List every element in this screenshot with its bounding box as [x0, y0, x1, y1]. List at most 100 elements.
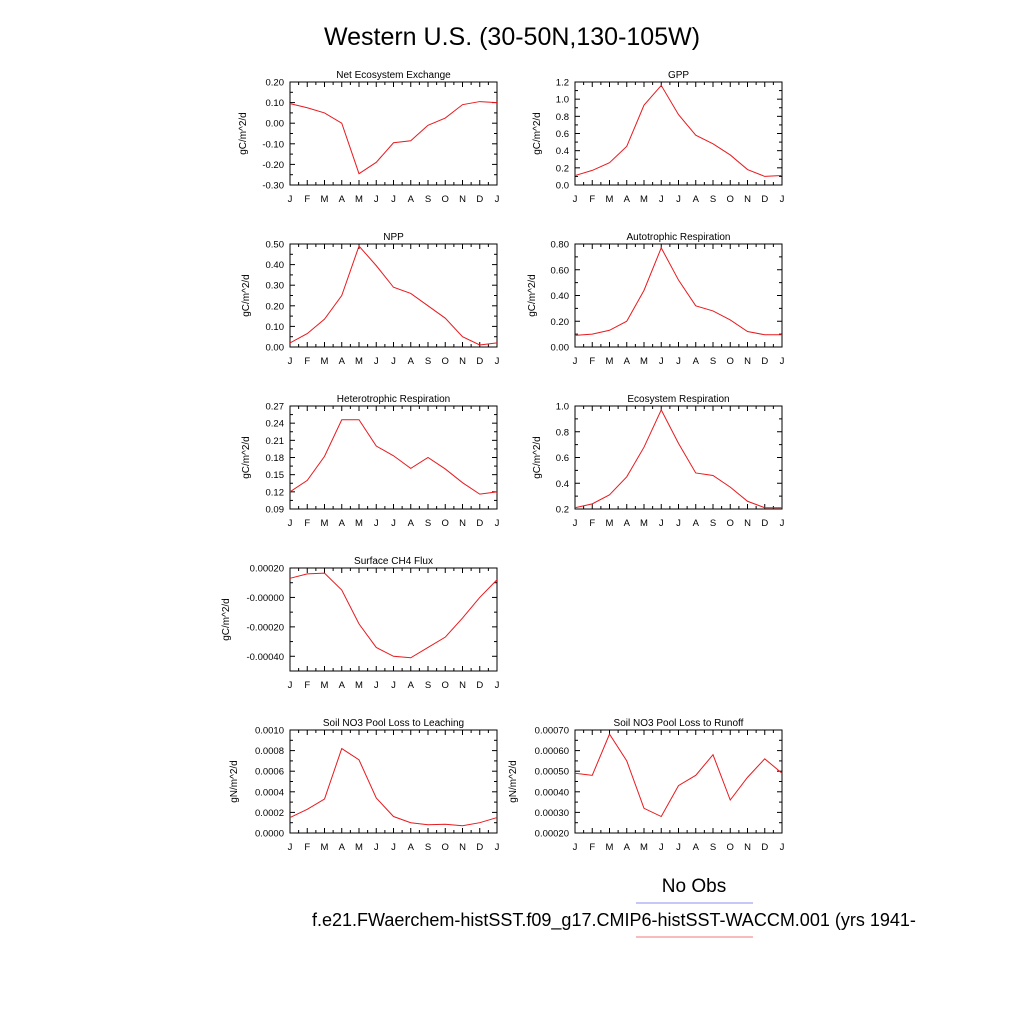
- y-tick-label: -0.30: [262, 181, 284, 192]
- y-tick-label: 0.20: [551, 317, 570, 328]
- x-tick-label: J: [374, 680, 379, 691]
- x-tick-label: J: [374, 356, 379, 367]
- x-tick-label: F: [589, 194, 595, 205]
- panel-title: Autotrophic Respiration: [627, 232, 731, 243]
- x-tick-label: J: [495, 518, 500, 529]
- x-tick-label: A: [624, 356, 631, 367]
- x-tick-label: F: [304, 194, 310, 205]
- y-tick-label: 0.6: [556, 129, 569, 140]
- x-tick-label: M: [640, 518, 648, 529]
- x-tick-label: M: [606, 356, 614, 367]
- model-caption: f.e21.FWaerchem-histSST.f09_g17.CMIP6-hi…: [312, 910, 916, 931]
- x-tick-label: S: [710, 518, 716, 529]
- y-tick-label: 0.12: [266, 487, 285, 498]
- y-tick-label: 0.00050: [535, 767, 569, 778]
- y-tick-label: 0.24: [266, 419, 285, 430]
- x-tick-label: J: [391, 194, 396, 205]
- y-tick-label: 0.00060: [535, 746, 569, 757]
- plot-frame: [289, 729, 498, 834]
- x-tick-label: J: [288, 356, 293, 367]
- y-axis-label: gC/m^2/d: [238, 112, 249, 155]
- y-tick-label: 0.0000: [255, 829, 284, 840]
- x-tick-label: J: [288, 194, 293, 205]
- x-tick-label: J: [288, 518, 293, 529]
- x-tick-label: J: [659, 194, 664, 205]
- x-tick-label: F: [304, 680, 310, 691]
- y-tick-label: 0.09: [266, 505, 285, 516]
- x-tick-label: J: [780, 518, 785, 529]
- y-tick-label: 0.00020: [250, 564, 284, 575]
- x-tick-label: F: [589, 842, 595, 853]
- series-line: [289, 419, 498, 495]
- x-tick-label: J: [659, 518, 664, 529]
- plot-frame: [289, 567, 498, 672]
- x-tick-label: A: [408, 356, 415, 367]
- x-tick-label: M: [640, 194, 648, 205]
- x-tick-label: O: [442, 356, 449, 367]
- x-tick-label: O: [442, 194, 449, 205]
- x-tick-label: D: [476, 842, 483, 853]
- x-tick-label: M: [321, 680, 329, 691]
- x-tick-label: J: [495, 356, 500, 367]
- panel-title: Ecosystem Respiration: [627, 394, 729, 405]
- y-tick-label: 0.0006: [255, 767, 284, 778]
- x-tick-label: O: [727, 842, 734, 853]
- y-tick-label: -0.00000: [246, 593, 284, 604]
- x-tick-label: J: [391, 356, 396, 367]
- plot-frame: [574, 729, 783, 834]
- x-tick-label: N: [459, 680, 466, 691]
- x-tick-label: A: [624, 194, 631, 205]
- plot-frame: [289, 243, 498, 348]
- y-tick-label: 0.10: [266, 98, 285, 109]
- y-tick-label: 0.20: [266, 78, 285, 89]
- x-tick-label: J: [374, 842, 379, 853]
- y-tick-label: 0.0010: [255, 726, 284, 737]
- x-tick-label: A: [339, 518, 346, 529]
- x-tick-label: O: [727, 518, 734, 529]
- y-tick-label: -0.10: [262, 139, 284, 150]
- y-tick-label: 0.40: [551, 291, 570, 302]
- x-tick-label: A: [693, 842, 700, 853]
- x-tick-label: M: [606, 842, 614, 853]
- x-tick-label: A: [339, 194, 346, 205]
- x-tick-label: N: [459, 518, 466, 529]
- plot-frame: [289, 405, 498, 510]
- x-tick-label: J: [288, 842, 293, 853]
- y-tick-label: 0.8: [556, 112, 569, 123]
- x-tick-label: O: [442, 680, 449, 691]
- y-tick-label: -0.20: [262, 160, 284, 171]
- x-tick-label: N: [744, 356, 751, 367]
- y-tick-label: 0.15: [266, 470, 285, 481]
- x-tick-label: J: [676, 356, 681, 367]
- x-tick-label: M: [321, 842, 329, 853]
- panel-title: GPP: [668, 70, 689, 81]
- x-tick-label: A: [693, 194, 700, 205]
- y-tick-label: 0.00: [551, 343, 570, 354]
- x-tick-label: J: [573, 518, 578, 529]
- series-line: [574, 408, 782, 509]
- x-tick-label: A: [624, 518, 631, 529]
- x-tick-label: O: [727, 356, 734, 367]
- y-tick-label: 0.00020: [535, 829, 569, 840]
- x-tick-label: N: [459, 356, 466, 367]
- series-line: [574, 84, 783, 177]
- y-tick-label: 0.6: [556, 453, 569, 464]
- x-tick-label: J: [495, 680, 500, 691]
- y-tick-label: 0.40: [266, 260, 285, 271]
- y-tick-label: 0.00030: [535, 808, 569, 819]
- y-axis-label: gC/m^2/d: [241, 436, 252, 479]
- y-axis-label: gC/m^2/d: [527, 274, 538, 317]
- x-tick-label: O: [727, 194, 734, 205]
- panel-title: Net Ecosystem Exchange: [336, 70, 451, 81]
- y-tick-label: 0.10: [266, 322, 285, 333]
- x-tick-label: F: [589, 518, 595, 529]
- y-tick-label: 0.2: [556, 505, 569, 516]
- x-tick-label: S: [425, 842, 431, 853]
- x-tick-label: D: [761, 356, 768, 367]
- x-tick-label: M: [321, 194, 329, 205]
- x-tick-label: M: [355, 518, 363, 529]
